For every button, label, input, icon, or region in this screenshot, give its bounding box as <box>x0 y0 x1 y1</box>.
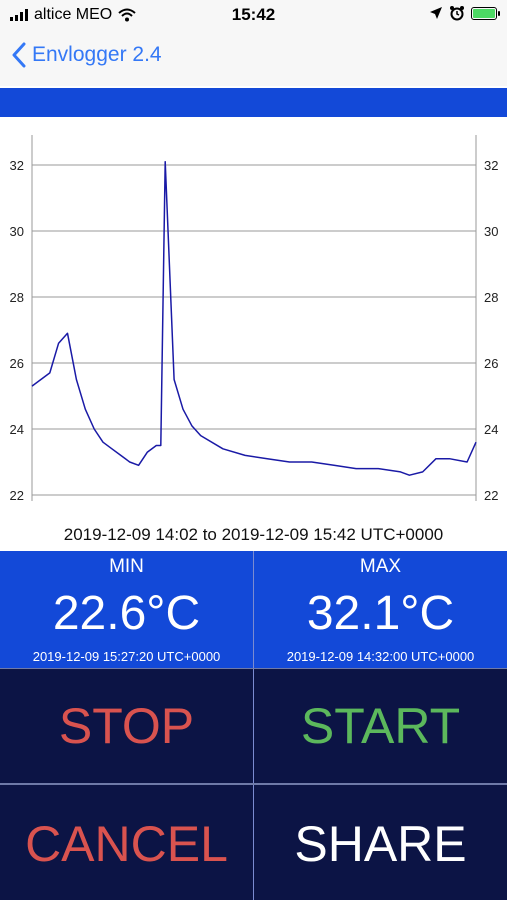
y-tick-label-right: 24 <box>484 422 498 437</box>
temperature-chart: 22 22 24 24 26 26 28 28 30 30 32 32 <box>0 117 507 549</box>
min-timestamp: 2019-12-09 15:27:20 UTC+0000 <box>32 649 221 664</box>
start-button-label: START <box>300 698 461 754</box>
y-tick-label-left: 24 <box>10 422 24 437</box>
grid-divider-top <box>0 668 507 669</box>
y-tick-label-left: 32 <box>10 158 24 173</box>
y-tick-label-right: 32 <box>484 158 498 173</box>
y-tick-label-left: 30 <box>10 224 24 239</box>
share-button-label: SHARE <box>294 816 467 872</box>
status-right-icons <box>429 5 500 21</box>
back-button[interactable]: Envlogger 2.4 <box>12 42 162 68</box>
min-panel: MIN 22.6°C 2019-12-09 15:27:20 UTC+0000 <box>0 551 253 668</box>
max-label: MAX <box>359 556 402 577</box>
grid-divider-middle <box>0 783 507 785</box>
alarm-clock-icon <box>450 6 464 21</box>
back-button-label: Envlogger 2.4 <box>32 43 162 66</box>
max-panel: MAX 32.1°C 2019-12-09 14:32:00 UTC+0000 <box>254 551 507 668</box>
carrier-name: altice MEO <box>34 6 113 23</box>
min-label: MIN <box>109 556 144 577</box>
temperature-chart-svg: 22 22 24 24 26 26 28 28 30 30 32 32 <box>10 135 498 503</box>
share-button[interactable]: SHARE <box>254 785 507 900</box>
y-tick-label-left: 22 <box>10 488 24 503</box>
y-tick-label-right: 30 <box>484 224 498 239</box>
signal-icon <box>10 9 28 21</box>
cancel-button[interactable]: CANCEL <box>0 785 253 900</box>
y-tick-label-left: 28 <box>10 290 24 305</box>
temperature-series-line <box>31 160 477 476</box>
max-timestamp: 2019-12-09 14:32:00 UTC+0000 <box>286 649 475 664</box>
y-tick-label-right: 26 <box>484 356 498 371</box>
status-bar: altice MEO 15:42 <box>0 0 507 30</box>
min-value: 22.6°C <box>52 587 201 640</box>
chart-date-range: 2019-12-09 14:02 to 2019-12-09 15:42 UTC… <box>63 525 444 544</box>
cancel-button-label: CANCEL <box>25 816 228 872</box>
battery-icon <box>471 6 500 20</box>
navigation-bar: Envlogger 2.4 <box>0 30 507 86</box>
status-time: 15:42 <box>231 5 276 24</box>
stop-button-label: STOP <box>58 698 195 754</box>
wifi-icon <box>118 8 136 22</box>
location-arrow-icon <box>430 7 442 19</box>
carrier-info: altice MEO <box>10 6 136 24</box>
stop-button[interactable]: STOP <box>0 669 253 783</box>
max-value: 32.1°C <box>306 587 455 640</box>
header-accent-bar <box>0 88 507 117</box>
grid-divider-vertical <box>253 551 254 900</box>
start-button[interactable]: START <box>254 669 507 783</box>
y-tick-label-right: 22 <box>484 488 498 503</box>
y-tick-label-right: 28 <box>484 290 498 305</box>
chevron-left-icon <box>12 42 26 68</box>
y-tick-label-left: 26 <box>10 356 24 371</box>
